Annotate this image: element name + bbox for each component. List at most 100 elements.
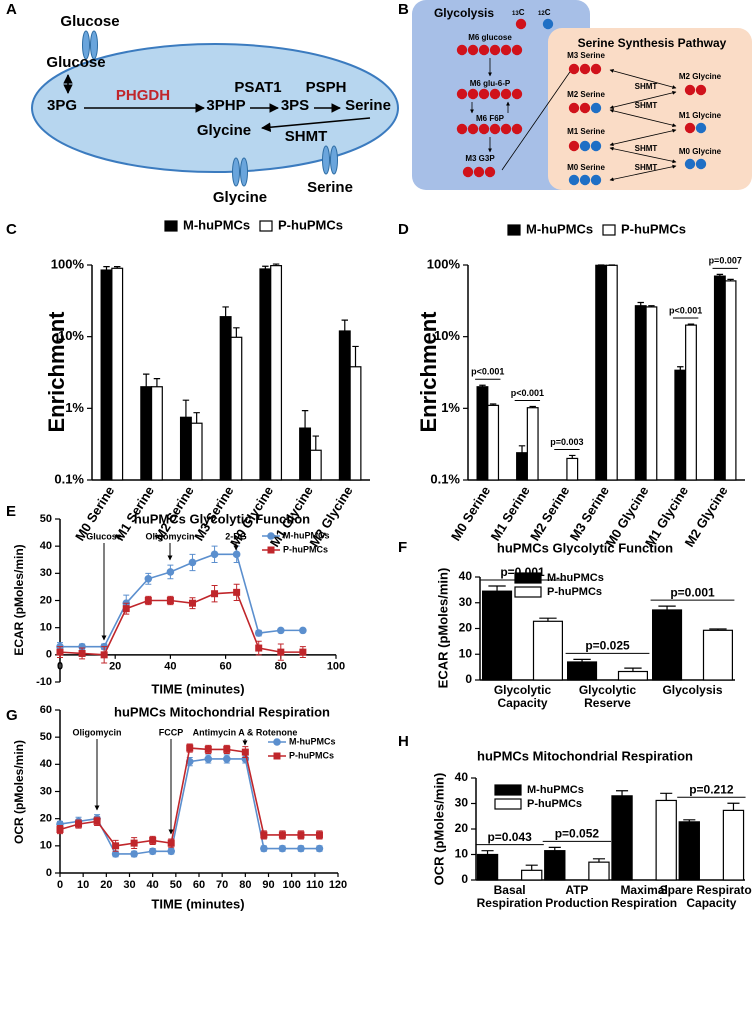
y-tick-label: 40: [455, 770, 469, 784]
data-point: [149, 836, 157, 844]
x-tick-label: 40: [164, 661, 176, 673]
carbon-atom: [456, 88, 468, 100]
data-point: [223, 745, 231, 753]
error-bar: [687, 323, 695, 326]
x-tick-label: Spare Respiratory: [660, 883, 752, 897]
carbon-atom: [478, 123, 490, 135]
error-bar: [683, 819, 696, 822]
x-tick-label: M0 Serine: [448, 483, 493, 543]
chart-title: huPMCs Glycolytic Function: [497, 540, 673, 555]
data-point: [204, 755, 213, 763]
error-bar: [312, 435, 320, 451]
panel-label: F: [398, 539, 407, 556]
node-label: M1 Serine: [567, 127, 605, 136]
node-label: M6 glucose: [468, 33, 512, 42]
x-tick-label: 30: [123, 879, 135, 891]
bar: [521, 869, 543, 881]
chart-title: huPMCs Mitochondrial Respiration: [477, 748, 693, 763]
significance-label: p<0.001: [471, 367, 504, 377]
bar: [605, 264, 618, 481]
legend-label: M-huPMCs: [183, 217, 250, 232]
isotope-element: C: [545, 8, 551, 17]
y-tick-label: 50: [40, 513, 52, 525]
box-title: Serine Synthesis Pathway: [578, 36, 727, 50]
legend-label: M-huPMCs: [527, 784, 584, 796]
y-tick-label: 20: [455, 821, 469, 835]
carbon-atom: [511, 88, 523, 100]
y-tick-label: 0: [46, 867, 52, 879]
carbon-atom: [568, 174, 580, 186]
data-point: [56, 820, 64, 828]
panel-label: D: [398, 221, 409, 238]
box-title: Glycolysis: [434, 6, 494, 20]
y-tick-label: 50: [40, 731, 52, 743]
carbon-atom: [684, 158, 696, 170]
legend-label: M-huPMCs: [547, 572, 604, 584]
carbon-atom: [590, 140, 602, 152]
x-tick-label: 60: [219, 661, 231, 673]
y-tick-label: 10: [459, 646, 473, 660]
data-point: [267, 546, 275, 554]
bar: [349, 366, 362, 481]
error-bar: [103, 265, 110, 271]
x-tick-label: 20: [109, 661, 121, 673]
y-tick-label: 0.1%: [54, 471, 84, 486]
enzyme: PSAT1: [234, 79, 281, 96]
x-tick-label: 100: [282, 879, 300, 891]
node-label: M2 Glycine: [679, 72, 722, 81]
carbon-atom: [489, 123, 501, 135]
bar: [611, 795, 633, 881]
error-bar: [352, 345, 359, 367]
x-tick-label: Basal: [494, 883, 526, 897]
enzyme-label: SHMT: [635, 144, 658, 153]
carbon-atom: [684, 84, 696, 96]
y-axis-label: Enrichment: [416, 311, 441, 433]
x-tick-label: Glycolysis: [662, 683, 722, 697]
error-bar: [727, 802, 740, 811]
carbon-atom: [473, 166, 485, 178]
bar: [588, 861, 610, 881]
data-point: [78, 649, 86, 657]
data-point: [144, 597, 152, 604]
x-tick-label: 50: [170, 879, 182, 891]
bar: [230, 336, 243, 481]
carbon-atom: [456, 44, 468, 56]
x-axis-label: TIME (minutes): [151, 681, 244, 696]
y-tick-label: 10: [40, 840, 52, 852]
arrow: [609, 108, 677, 128]
error-bar: [709, 628, 727, 631]
carbon-atom: [467, 44, 479, 56]
error-bar: [222, 306, 229, 317]
cell: [31, 43, 399, 173]
isotope-mass: 12: [538, 11, 545, 17]
x-tick-label: Glycolytic: [579, 683, 637, 697]
x-tick-label: 0: [57, 879, 63, 891]
y-axis-label: ECAR (pMoles/min): [435, 568, 450, 689]
x-tick-label: Capacity: [497, 696, 547, 710]
y-axis-label: Enrichment: [44, 311, 69, 433]
y-tick-label: 20: [40, 594, 52, 606]
carbon-atom: [478, 44, 490, 56]
data-point: [144, 574, 153, 583]
carbon-atom: [579, 140, 591, 152]
x-tick-label: Respiration: [611, 896, 677, 910]
bar: [476, 386, 489, 481]
data-point: [278, 831, 286, 839]
metabolite: Serine: [345, 97, 391, 114]
metabolite: Glucose: [60, 13, 119, 30]
legend-label: M-huPMCs: [283, 530, 330, 540]
data-point: [188, 558, 197, 567]
carbon-atom: [489, 88, 501, 100]
bar: [685, 324, 697, 481]
legend-label: P-huPMCs: [278, 217, 343, 232]
chart-title: huPMCs Glycolytic Function: [134, 511, 310, 526]
error-bar: [660, 792, 673, 801]
node-label: M2 Serine: [567, 90, 605, 99]
metabolite: 3PG: [47, 97, 77, 114]
carbon-atom: [500, 123, 512, 135]
error-bar: [525, 864, 538, 871]
x-tick-label: M2 Serine: [527, 483, 572, 543]
data-point: [273, 752, 281, 760]
